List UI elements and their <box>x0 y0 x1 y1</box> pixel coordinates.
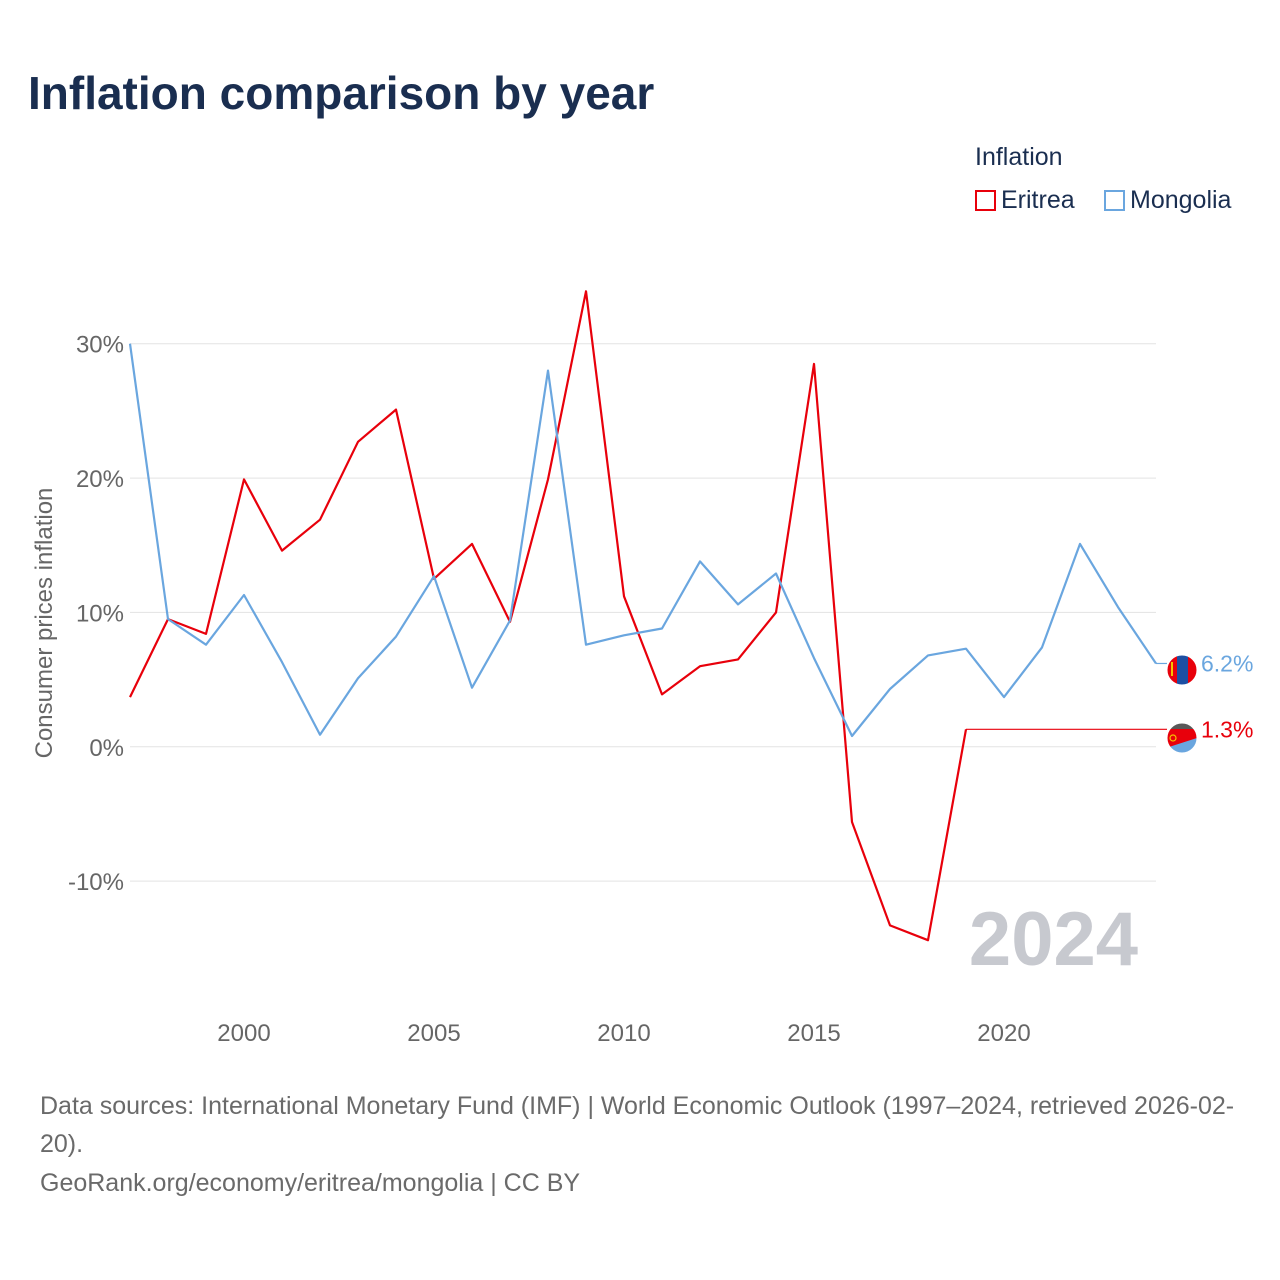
page-title: Inflation comparison by year <box>28 67 655 119</box>
eritrea-swatch-icon <box>975 189 996 211</box>
y-tick-label: 30% <box>76 332 124 359</box>
end-label-mongolia: 6.2% <box>1201 650 1253 676</box>
end-label-eritrea: 1.3% <box>1201 716 1253 742</box>
x-axis-ticks: 2000 2005 2010 2015 2020 <box>217 1020 1030 1047</box>
x-tick-label: 2020 <box>977 1020 1030 1047</box>
credit-link[interactable]: GeoRank.org/economy/eritrea/mongolia | C… <box>40 1169 581 1197</box>
series-lines <box>128 290 1167 942</box>
y-tick-label: 20% <box>76 466 124 493</box>
y-axis-ticks: 30% 20% 10% 0% -10% <box>68 332 124 896</box>
x-tick-label: 2005 <box>407 1020 460 1047</box>
mongolia-swatch-icon <box>1104 189 1125 211</box>
series-line-mongolia <box>128 343 1157 738</box>
legend-title: Inflation <box>975 143 1063 171</box>
legend-item-mongolia[interactable]: Mongolia <box>1104 185 1231 215</box>
y-axis-label: Consumer prices inflation <box>31 488 58 759</box>
legend-label-eritrea: Eritrea <box>1001 185 1075 214</box>
y-tick-label: 10% <box>76 600 124 627</box>
x-tick-label: 2015 <box>787 1020 840 1047</box>
data-sources: Data sources: International Monetary Fun… <box>40 1092 1235 1158</box>
y-tick-label: -10% <box>68 869 124 896</box>
x-tick-label: 2010 <box>597 1020 650 1047</box>
mongolia-flag-icon <box>1166 654 1198 686</box>
eritrea-flag-icon <box>1166 722 1198 754</box>
legend-item-eritrea[interactable]: Eritrea <box>975 185 1075 215</box>
year-watermark: 2024 <box>968 897 1138 982</box>
series-line-eritrea <box>129 290 968 942</box>
grid-lines <box>130 343 1156 882</box>
y-tick-label: 0% <box>89 735 124 762</box>
end-labels: 1.3% 6.2% <box>1201 650 1253 742</box>
x-tick-label: 2000 <box>217 1020 270 1047</box>
legend-label-mongolia: Mongolia <box>1130 185 1232 214</box>
